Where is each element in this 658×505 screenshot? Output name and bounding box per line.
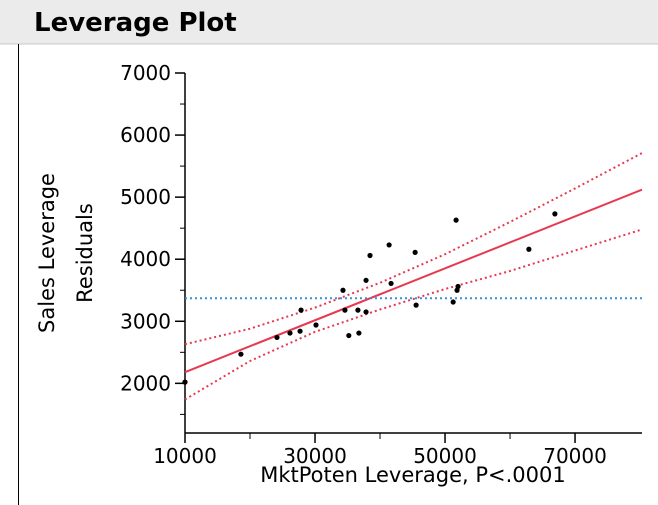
y-tick-label: 7000 bbox=[120, 61, 171, 85]
fit-line bbox=[184, 188, 643, 374]
y-axis-label: Sales Leverage bbox=[35, 173, 59, 333]
x-tick-label: 10000 bbox=[153, 444, 217, 468]
data-point bbox=[363, 277, 369, 283]
data-point bbox=[526, 246, 532, 252]
header-title: Leverage Plot bbox=[34, 8, 237, 38]
data-point bbox=[356, 330, 362, 336]
y-tick-label: 5000 bbox=[120, 185, 171, 209]
x-tick-label: 70000 bbox=[543, 444, 607, 468]
data-point bbox=[363, 309, 369, 315]
y-tick-label: 2000 bbox=[120, 371, 171, 395]
data-point bbox=[453, 217, 459, 223]
data-point bbox=[386, 242, 392, 248]
data-point bbox=[412, 249, 418, 255]
data-point bbox=[367, 252, 373, 259]
data-point bbox=[238, 351, 244, 357]
data-point bbox=[355, 307, 361, 313]
confidence-curve bbox=[184, 228, 643, 401]
data-point bbox=[346, 332, 352, 339]
data-point bbox=[455, 283, 461, 290]
data-point bbox=[287, 330, 293, 336]
x-tick-label: 50000 bbox=[413, 444, 477, 468]
x-axis-label: MktPoten Leverage, P<.0001 bbox=[260, 463, 566, 487]
y-tick-label: 4000 bbox=[120, 247, 171, 271]
y-axis-label: Residuals bbox=[73, 203, 97, 303]
data-point bbox=[182, 379, 188, 385]
data-point bbox=[340, 287, 346, 293]
data-point bbox=[450, 299, 456, 305]
data-point bbox=[388, 280, 394, 287]
confidence-curve bbox=[184, 152, 643, 346]
data-point bbox=[274, 334, 280, 341]
data-point bbox=[552, 211, 558, 217]
y-tick-label: 3000 bbox=[120, 309, 171, 333]
data-point bbox=[298, 307, 304, 313]
data-point bbox=[342, 307, 348, 313]
data-point bbox=[413, 302, 419, 308]
y-tick-label: 6000 bbox=[120, 123, 171, 147]
header-bar bbox=[0, 0, 658, 44]
data-point bbox=[313, 322, 319, 328]
x-tick-label: 30000 bbox=[283, 444, 347, 468]
data-point bbox=[297, 328, 303, 334]
